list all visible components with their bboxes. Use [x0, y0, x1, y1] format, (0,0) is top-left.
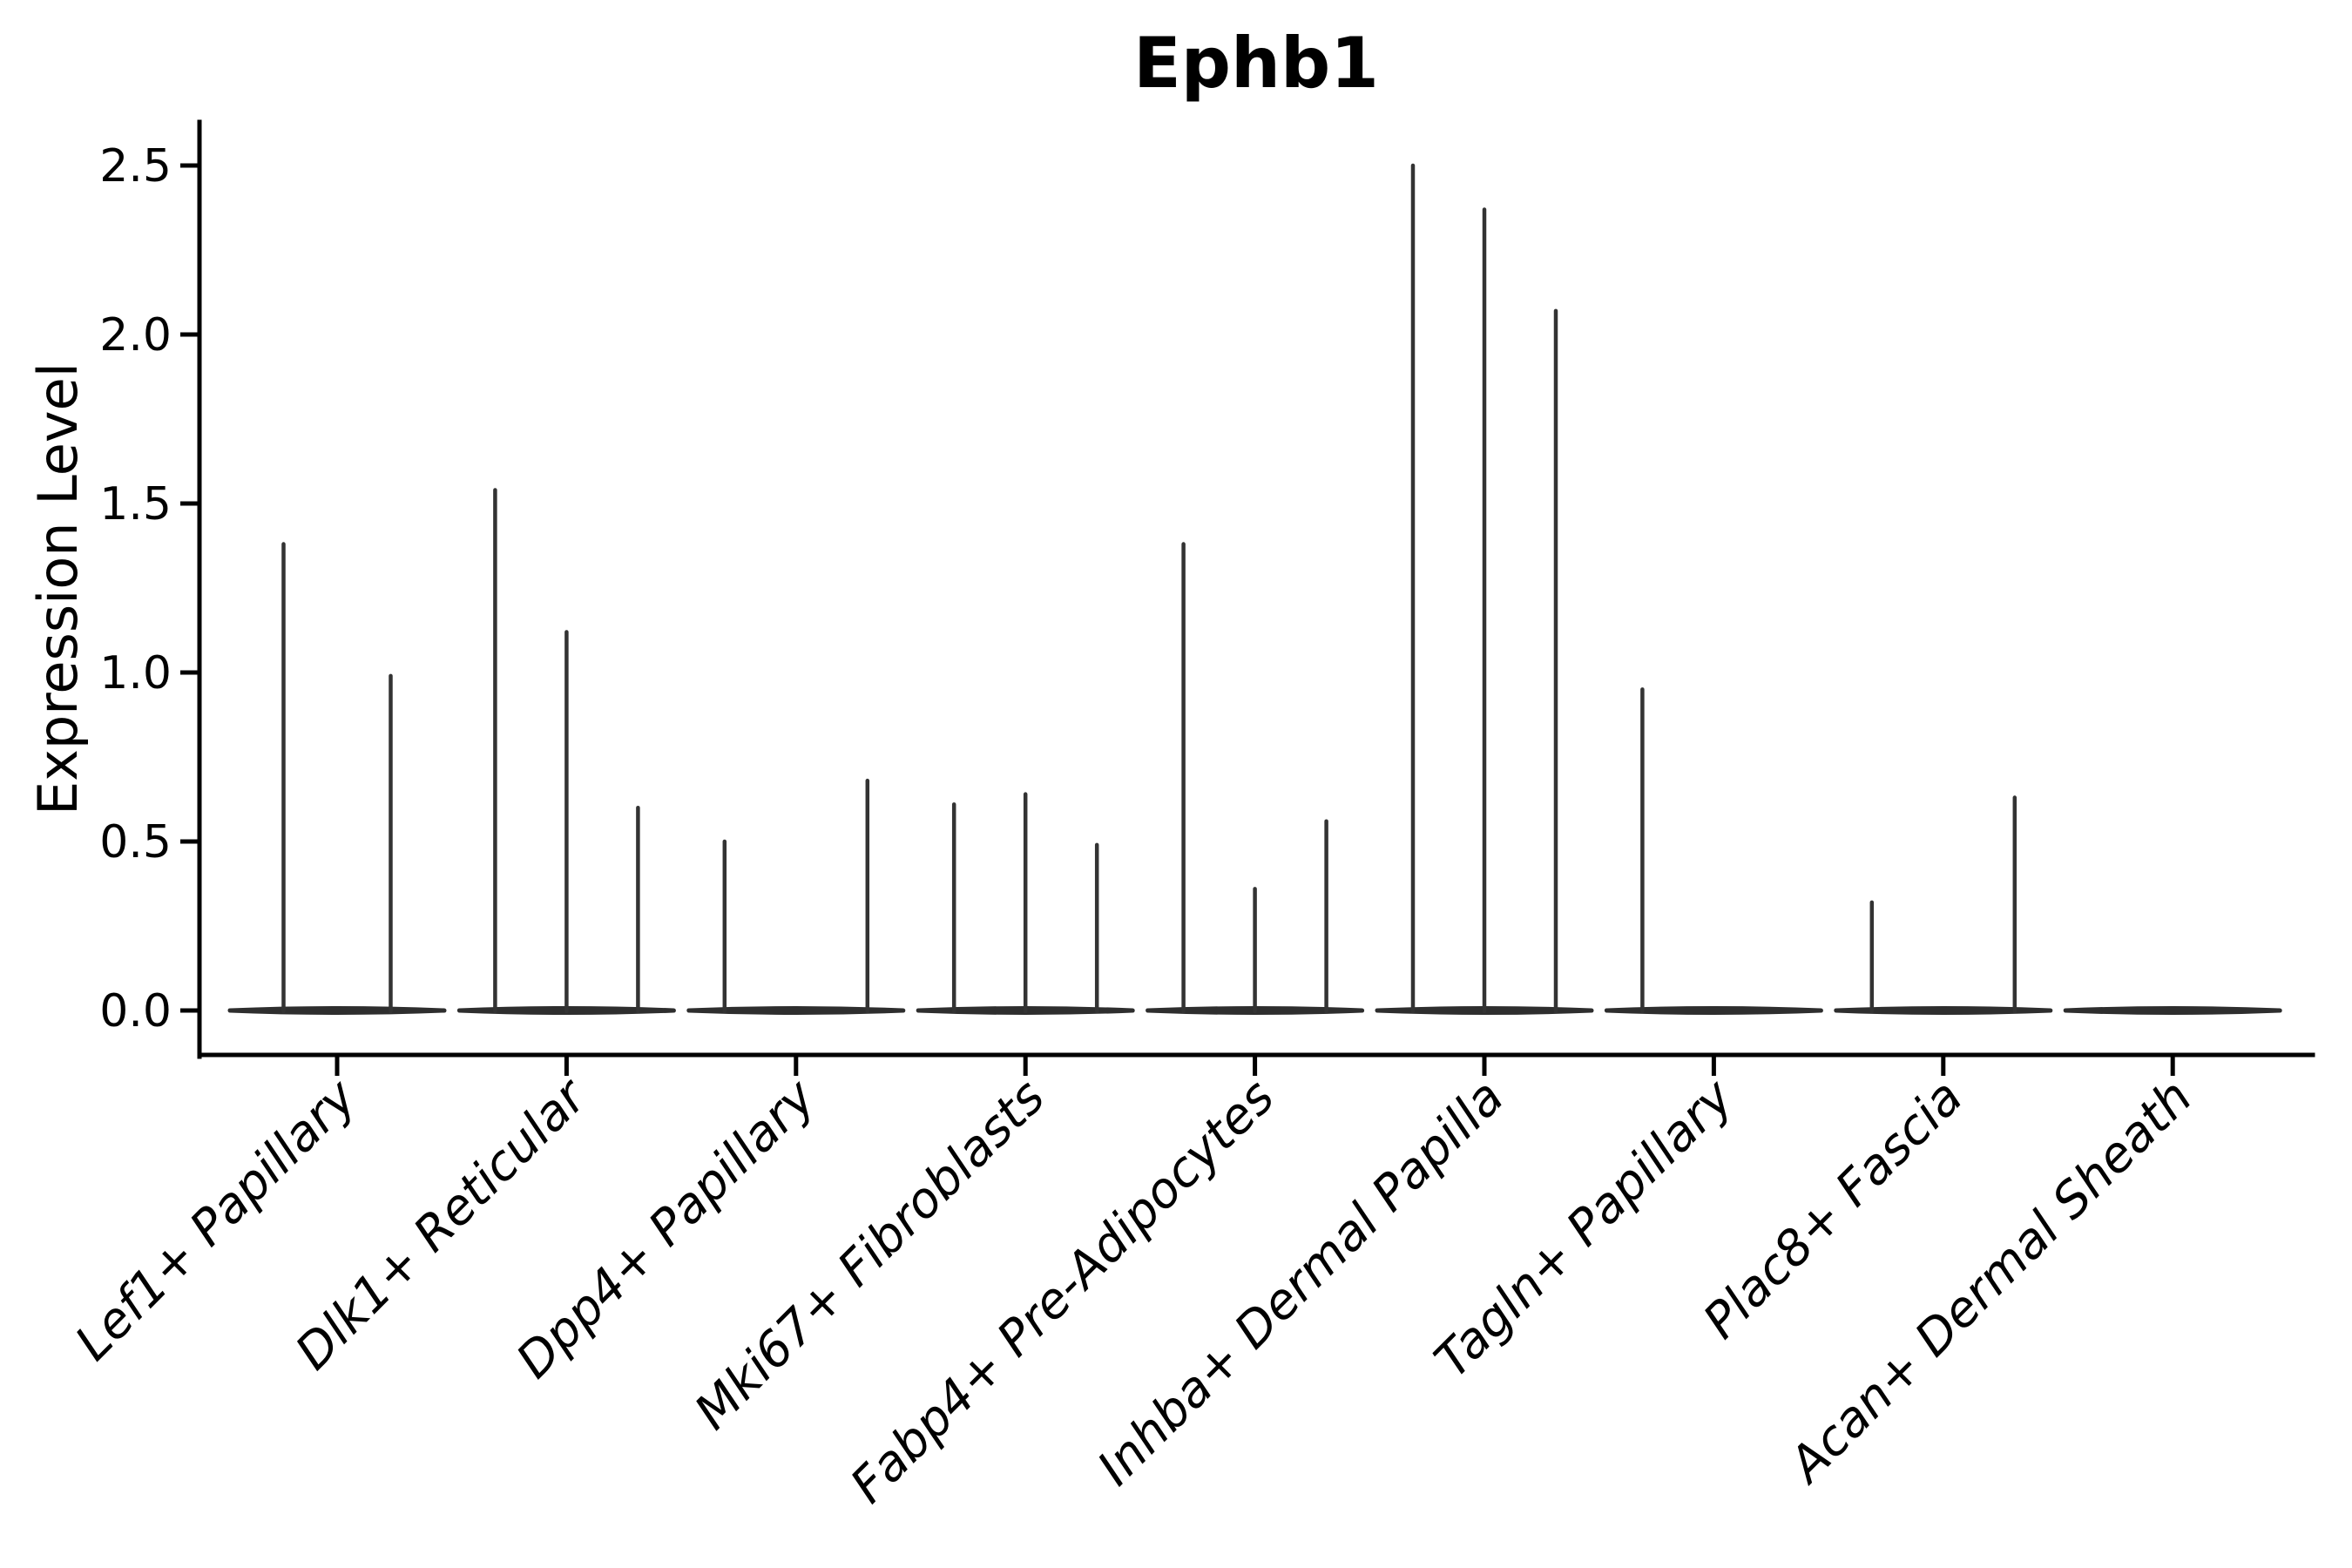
y-tick-label: 1.5 — [99, 478, 172, 531]
chart-title: Ephb1 — [1133, 23, 1379, 104]
violin-baseline — [686, 1006, 906, 1015]
violin-baseline — [1834, 1006, 2053, 1015]
violin-baseline — [1604, 1006, 1823, 1015]
y-tick-label: 2.5 — [99, 140, 172, 193]
y-tick-label: 0.0 — [99, 985, 172, 1037]
y-tick-label: 2.0 — [99, 309, 172, 362]
y-axis-label: Expression Level — [26, 362, 90, 815]
violin-layer — [227, 163, 2282, 1015]
y-tick-label: 0.5 — [99, 816, 172, 868]
y-tick-label: 1.0 — [99, 647, 172, 700]
violin-baseline — [2063, 1006, 2282, 1015]
violin-baseline — [227, 1006, 447, 1015]
